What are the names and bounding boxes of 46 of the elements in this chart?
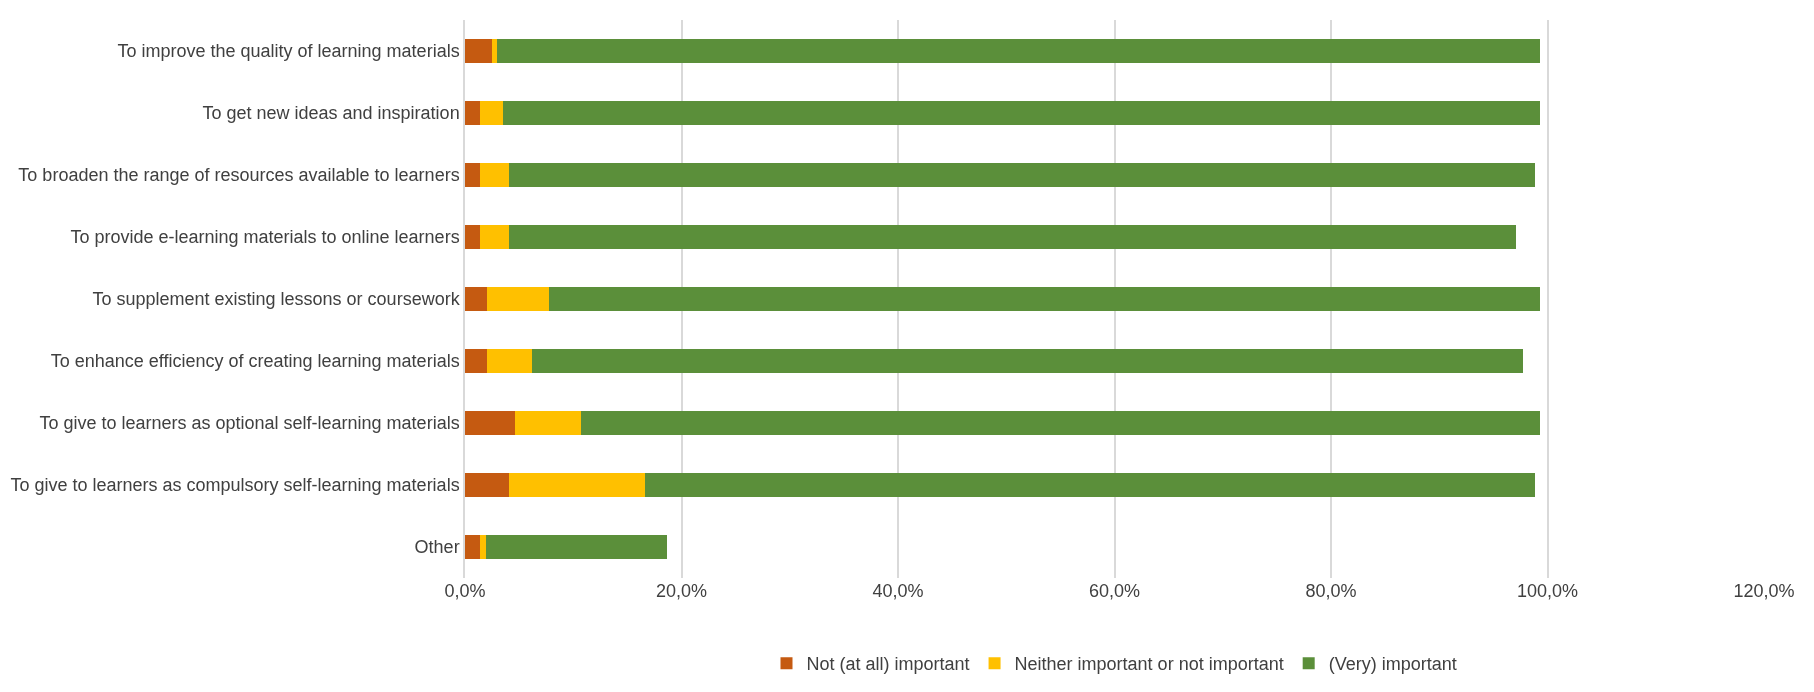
legend-label: Neither important or not important — [1014, 654, 1284, 675]
x-tick-label: 40,0% — [872, 581, 924, 601]
bar — [465, 410, 515, 436]
bar — [492, 38, 498, 64]
bar — [514, 410, 581, 436]
bar — [480, 224, 510, 250]
x-tick-label: 80,0% — [1305, 581, 1357, 601]
bar — [580, 410, 1540, 436]
bar — [509, 162, 1535, 188]
bar — [486, 286, 550, 312]
y-tick-label: To broaden the range of resources available to learners — [18, 165, 460, 186]
bar — [509, 472, 645, 498]
bar — [480, 534, 486, 560]
bar — [465, 100, 481, 126]
bar — [497, 38, 1540, 64]
bar — [486, 348, 533, 374]
y-tick-label: To provide e-learning materials to online learners — [70, 227, 460, 248]
bar — [509, 224, 1517, 250]
bar — [480, 100, 503, 126]
bar — [502, 100, 1540, 126]
y-tick-label: To improve the quality of learning materials — [117, 41, 460, 62]
y-tick-label: To supplement existing lessons or coursework — [92, 289, 461, 310]
y-tick-label: To get new ideas and inspiration — [202, 103, 460, 124]
bar — [465, 472, 510, 498]
x-tick-label: 100,0% — [1516, 581, 1579, 601]
x-tick-label: 20,0% — [655, 581, 708, 601]
legend-label: (Very) important — [1328, 654, 1457, 675]
bar — [480, 162, 510, 188]
x-tick-label: 0,0% — [444, 581, 486, 601]
legend-label: Not (at all) important — [806, 654, 970, 675]
bar — [465, 38, 493, 64]
y-tick-label: To give to learners as optional self-learning materials — [39, 413, 460, 434]
bar — [532, 348, 1523, 374]
bar — [465, 286, 487, 312]
x-tick-label: 60,0% — [1088, 581, 1141, 601]
y-tick-label: Other — [414, 537, 460, 558]
bar — [485, 534, 668, 560]
bar — [465, 224, 481, 250]
x-tick-label: 120,0% — [1733, 581, 1795, 601]
bar — [465, 534, 481, 560]
bar — [465, 162, 481, 188]
bar — [465, 348, 487, 374]
bar — [549, 286, 1540, 312]
y-tick-label: To give to learners as compulsory self-learning materials — [10, 475, 460, 496]
bar — [644, 472, 1535, 498]
y-tick-label: To enhance efficiency of creating learning materials — [50, 351, 460, 372]
